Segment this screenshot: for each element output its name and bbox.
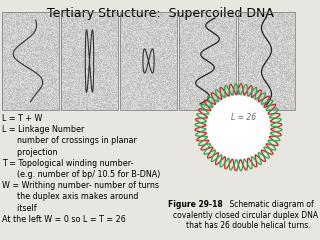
Circle shape <box>207 96 270 159</box>
Text: the duplex axis makes around: the duplex axis makes around <box>2 192 138 201</box>
Bar <box>61 12 118 110</box>
Text: Tertiary Structure:  Supercoiled DNA: Tertiary Structure: Supercoiled DNA <box>47 7 273 20</box>
Text: W = Writhing number- number of turns: W = Writhing number- number of turns <box>2 181 159 190</box>
Text: L = Linkage Number: L = Linkage Number <box>2 125 84 134</box>
Text: projection: projection <box>2 148 58 156</box>
Text: number of crossings in planar: number of crossings in planar <box>2 136 137 145</box>
Text: L = T + W: L = T + W <box>2 114 42 123</box>
Text: that has 26 double helical turns.: that has 26 double helical turns. <box>186 221 311 230</box>
Text: itself: itself <box>2 204 36 213</box>
Bar <box>120 12 177 110</box>
Text: T = Topological winding number-: T = Topological winding number- <box>2 159 133 168</box>
Text: (e.g. number of bp/ 10.5 for B-DNA): (e.g. number of bp/ 10.5 for B-DNA) <box>2 170 160 179</box>
Bar <box>2 12 59 110</box>
Text: L = 26: L = 26 <box>231 113 256 122</box>
Text: Figure 29-18: Figure 29-18 <box>168 200 223 209</box>
Text: At the left W = 0 so L = T = 26: At the left W = 0 so L = T = 26 <box>2 215 126 224</box>
Bar <box>179 12 236 110</box>
Text: covalently closed circular duplex DNA: covalently closed circular duplex DNA <box>173 211 318 220</box>
Text: Schematic diagram of: Schematic diagram of <box>220 200 314 209</box>
Bar <box>238 12 295 110</box>
